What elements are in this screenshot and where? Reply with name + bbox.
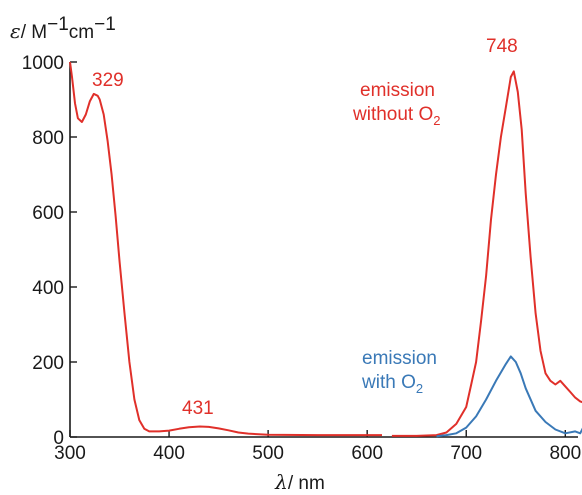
x-tick-label-400: 400: [153, 443, 185, 464]
emission-with-o2-text: with O: [361, 372, 416, 393]
y-axis-unit: / M: [21, 22, 47, 43]
y-tick-label-400: 400: [32, 278, 64, 299]
emission-without-o2-sub: 2: [433, 113, 440, 128]
y-tick-label-600: 600: [32, 203, 64, 224]
peak-label-329: 329: [92, 70, 124, 91]
peak-label-748: 748: [486, 36, 518, 57]
y-tick-label-200: 200: [32, 353, 64, 374]
x-tick-label-600: 600: [351, 443, 383, 464]
emission-with-o2-line: [436, 355, 582, 438]
emission-with-o2-line1: emission: [362, 348, 437, 369]
axis-ticks: [69, 61, 566, 438]
y-axis-symbol: ε: [10, 19, 21, 43]
peak-label-431: 431: [182, 398, 214, 419]
y-axis-unit-sup1: −1: [47, 14, 69, 35]
y-axis-unit2: cm: [69, 22, 94, 43]
emission-with-o2-sub: 2: [416, 381, 423, 396]
axis-tick-labels: 300 400 500 600 700 800 0 200 400 600 800 1000: [22, 53, 581, 464]
series-layer: [69, 61, 582, 438]
x-tick-label-800: 800: [549, 443, 581, 464]
x-axis-unit: / nm: [288, 473, 325, 494]
x-tick-label-500: 500: [252, 443, 284, 464]
emission-without-o2-line1: emission: [360, 80, 435, 101]
y-tick-label-0: 0: [53, 428, 64, 449]
y-tick-label-800: 800: [32, 128, 64, 149]
absorption-line: [69, 61, 382, 437]
emission-without-o2-line: [391, 70, 582, 437]
emission-without-o2-line2: without O2: [352, 104, 441, 128]
y-axis-unit-sup2: −1: [94, 14, 116, 35]
x-axis-title: λ/ nm: [274, 470, 325, 494]
x-tick-label-300: 300: [54, 443, 86, 464]
emission-with-o2-line2: with O2: [361, 372, 423, 396]
emission-without-o2-text: without O: [352, 104, 433, 125]
x-axis-symbol: λ: [274, 470, 288, 494]
y-tick-label-1000: 1000: [22, 53, 64, 74]
x-tick-label-700: 700: [450, 443, 482, 464]
y-axis-title: ε/ M−1cm−1: [10, 14, 116, 43]
